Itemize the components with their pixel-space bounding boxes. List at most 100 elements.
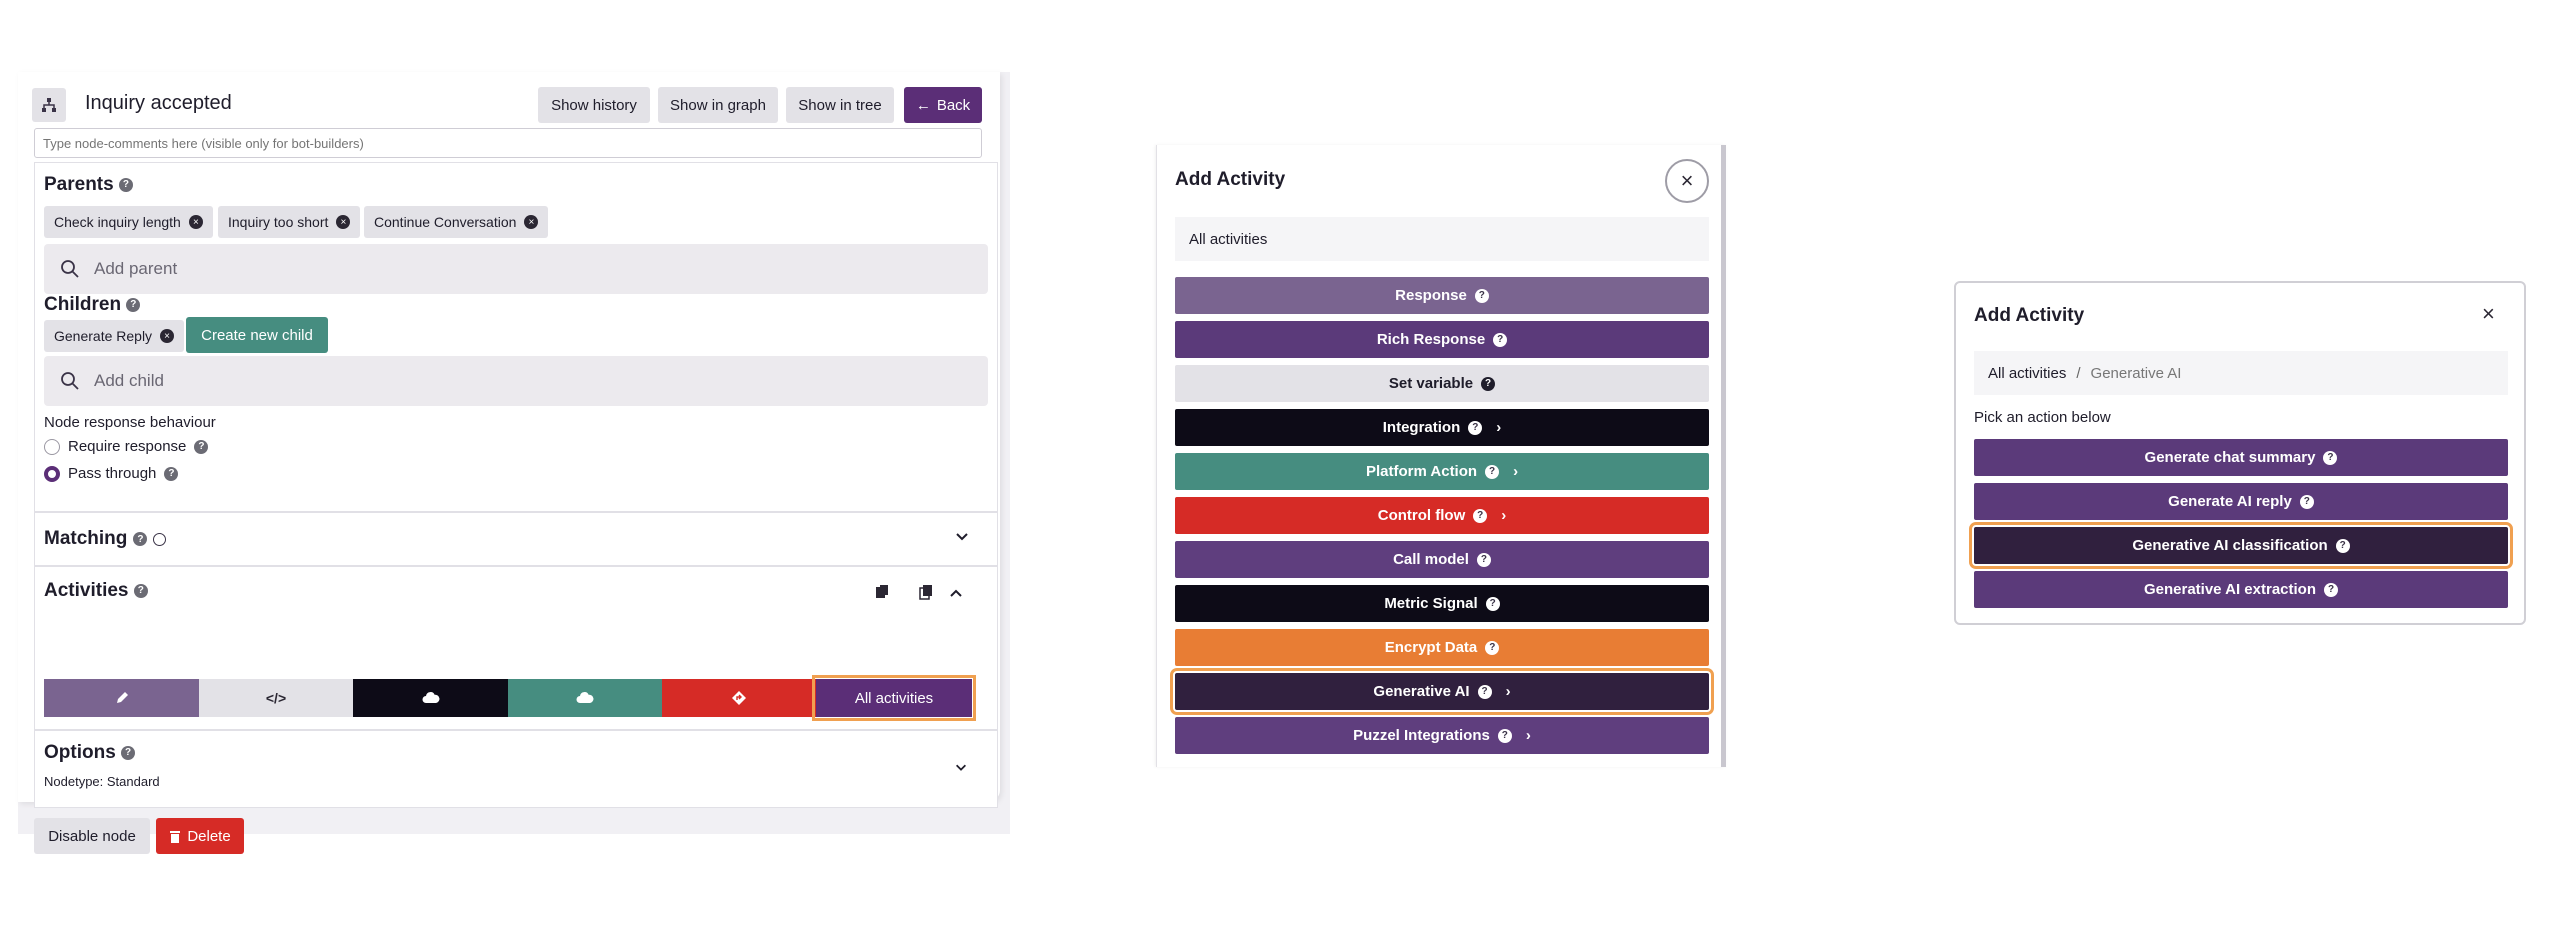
- integration-activity-button[interactable]: [353, 679, 508, 717]
- chevron-up-icon[interactable]: [948, 586, 964, 607]
- cloud-icon: [576, 692, 594, 703]
- generative-ai-option-button[interactable]: Generative AI extraction?: [1974, 571, 2508, 608]
- matching-title: Matching: [44, 528, 128, 549]
- paste-icon[interactable]: [874, 584, 890, 605]
- help-icon[interactable]: ?: [1497, 728, 1512, 743]
- generative-ai-option-label: Generate AI reply: [2168, 493, 2292, 510]
- remove-icon[interactable]: ×: [524, 215, 539, 229]
- options-title: Options: [44, 742, 116, 763]
- nodetype-label: Nodetype: Standard: [44, 774, 160, 789]
- activity-option-button[interactable]: Response?: [1175, 277, 1709, 314]
- help-icon[interactable]: ?: [133, 532, 148, 546]
- parent-chip[interactable]: Continue Conversation ×: [364, 206, 549, 238]
- help-icon[interactable]: ?: [1474, 288, 1489, 303]
- parent-chip[interactable]: Check inquiry length ×: [44, 206, 213, 238]
- help-icon[interactable]: ?: [121, 745, 136, 760]
- activity-option-button[interactable]: Encrypt Data?: [1175, 629, 1709, 666]
- activity-option-button[interactable]: Control flow? ›: [1175, 497, 1709, 534]
- platform-action-activity-button[interactable]: [508, 679, 662, 717]
- back-button[interactable]: ← Back: [904, 87, 982, 123]
- matching-section[interactable]: [34, 512, 998, 566]
- help-icon[interactable]: ?: [1485, 596, 1500, 611]
- activities-title: Activities: [44, 580, 129, 601]
- activity-option-label: Puzzel Integrations: [1353, 727, 1490, 744]
- help-icon[interactable]: ?: [2335, 538, 2350, 553]
- create-new-child-button[interactable]: Create new child: [186, 317, 328, 353]
- close-button[interactable]: ×: [1665, 159, 1709, 203]
- activity-option-button[interactable]: Integration? ›: [1175, 409, 1709, 446]
- add-activity-modal: Add Activity × All activities Response? R…: [1156, 145, 1726, 767]
- help-icon[interactable]: ?: [2324, 582, 2338, 597]
- chevron-down-icon[interactable]: [954, 528, 970, 549]
- show-in-graph-button[interactable]: Show in graph: [658, 87, 778, 123]
- all-activities-button[interactable]: All activities: [812, 675, 976, 721]
- generative-ai-modal: Add Activity × All activities / Generati…: [1954, 281, 2526, 625]
- radio-button-selected[interactable]: [44, 465, 60, 482]
- activity-option-label: Generative AI: [1373, 683, 1470, 700]
- response-activity-button[interactable]: [44, 679, 199, 717]
- control-flow-activity-button[interactable]: [662, 679, 816, 717]
- activity-option-button[interactable]: Call model?: [1175, 541, 1709, 578]
- help-icon[interactable]: ?: [133, 583, 148, 598]
- close-button[interactable]: ×: [2482, 301, 2495, 327]
- node-title: Inquiry accepted: [85, 92, 232, 114]
- radio-button[interactable]: [44, 438, 60, 455]
- set-variable-activity-button[interactable]: </>: [199, 679, 353, 717]
- parent-chip-label: Check inquiry length: [54, 214, 181, 230]
- activity-option-button[interactable]: Puzzel Integrations? ›: [1175, 717, 1709, 754]
- add-child-input[interactable]: Add child: [44, 356, 988, 406]
- help-icon[interactable]: ?: [1493, 332, 1508, 347]
- remove-icon[interactable]: ×: [336, 215, 351, 229]
- disable-node-button[interactable]: Disable node: [34, 818, 150, 854]
- node-comments-input[interactable]: [34, 128, 982, 158]
- show-history-button[interactable]: Show history: [538, 87, 650, 123]
- help-icon[interactable]: ?: [1485, 464, 1500, 479]
- delete-button[interactable]: Delete: [156, 818, 244, 854]
- activity-option-button[interactable]: Set variable?: [1175, 365, 1709, 402]
- generative-ai-option-button[interactable]: Generate AI reply?: [1974, 483, 2508, 520]
- activity-option-button[interactable]: Platform Action? ›: [1175, 453, 1709, 490]
- help-icon[interactable]: ?: [164, 466, 179, 481]
- help-icon[interactable]: ?: [1476, 552, 1491, 567]
- flow-icon: [732, 691, 746, 705]
- tree-view-button[interactable]: [32, 88, 66, 122]
- pick-action-prompt: Pick an action below: [1974, 409, 2111, 426]
- add-parent-input[interactable]: Add parent: [44, 244, 988, 294]
- require-response-option[interactable]: Require response ?: [44, 438, 209, 455]
- breadcrumb-current: Generative AI: [2090, 364, 2182, 382]
- help-icon[interactable]: ?: [1481, 376, 1496, 391]
- child-chip[interactable]: Generate Reply ×: [44, 320, 185, 352]
- remove-icon[interactable]: ×: [160, 329, 175, 343]
- activity-option-button[interactable]: Rich Response?: [1175, 321, 1709, 358]
- chevron-down-icon[interactable]: [954, 760, 968, 779]
- show-in-tree-button[interactable]: Show in tree: [786, 87, 894, 123]
- pass-through-option[interactable]: Pass through ?: [44, 465, 179, 482]
- help-icon[interactable]: ?: [1468, 420, 1483, 435]
- require-response-label: Require response: [68, 438, 187, 455]
- code-icon: </>: [265, 690, 287, 706]
- activity-option-label: Set variable: [1388, 375, 1474, 392]
- activity-option-button[interactable]: Generative AI? ›: [1170, 668, 1714, 715]
- help-icon[interactable]: ?: [2299, 494, 2314, 509]
- help-icon[interactable]: ?: [1477, 684, 1492, 699]
- help-icon[interactable]: ?: [126, 297, 141, 312]
- parent-chip[interactable]: Inquiry too short ×: [218, 206, 361, 238]
- help-icon[interactable]: ?: [1485, 640, 1500, 655]
- delete-button-label: Delete: [187, 827, 231, 845]
- help-icon[interactable]: ?: [2323, 450, 2338, 465]
- trash-icon: [170, 831, 181, 843]
- remove-icon[interactable]: ×: [188, 215, 203, 229]
- generative-ai-option-button[interactable]: Generate chat summary?: [1974, 439, 2508, 476]
- help-icon[interactable]: ?: [194, 439, 209, 454]
- help-icon[interactable]: ?: [118, 177, 133, 192]
- node-editor-panel: Inquiry accepted Show history Show in gr…: [18, 72, 1000, 854]
- options-section[interactable]: [34, 730, 998, 808]
- generative-ai-option-button[interactable]: Generative AI classification?: [1969, 522, 2513, 569]
- breadcrumb[interactable]: All activities: [1175, 217, 1709, 261]
- activity-option-button[interactable]: Metric Signal?: [1175, 585, 1709, 622]
- activity-option-label: Metric Signal: [1384, 595, 1478, 612]
- copy-icon[interactable]: [918, 584, 934, 605]
- breadcrumb-root-link[interactable]: All activities: [1988, 364, 2067, 382]
- close-icon: ×: [2482, 301, 2495, 326]
- help-icon[interactable]: ?: [1473, 508, 1488, 523]
